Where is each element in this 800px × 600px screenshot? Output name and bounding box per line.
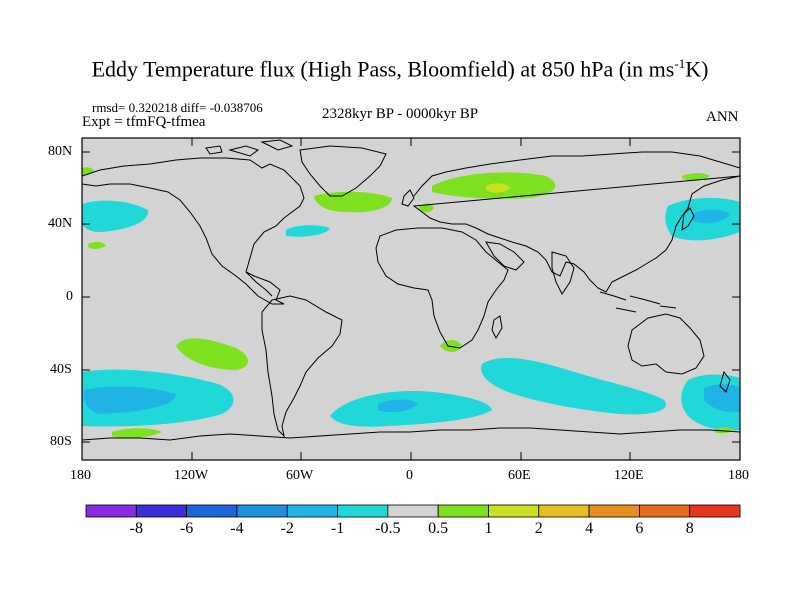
plot-title: Eddy Temperature flux (High Pass, Bloomf…: [0, 56, 800, 82]
experiment-label: Expt = tfmFQ-tfmea: [82, 114, 206, 130]
period-label: 2328kyr BP - 0000kyr BP: [322, 106, 479, 122]
season-label: ANN: [706, 109, 739, 125]
coastlines: [82, 139, 740, 441]
colorbar-label: 0.5: [428, 520, 449, 537]
canadian-arctic-islands: [205, 139, 294, 157]
north-atlantic-neg-region: [286, 225, 330, 237]
southeast-pacific-core-region: [704, 384, 740, 413]
kuroshio-core-region: [692, 209, 730, 224]
australia-coast: [627, 313, 705, 375]
japan-coast: [681, 207, 695, 232]
colorbar-box: [286, 504, 338, 518]
north-pacific-pos-region: [88, 241, 106, 249]
lon-label-180e: 180: [728, 468, 749, 483]
colorbar-box: [387, 504, 439, 518]
colorbar-box: [488, 504, 540, 518]
colorbar: [85, 504, 741, 518]
south-pacific-pos-region: [176, 338, 248, 370]
rmsd-diff-text: rmsd= 0.320218 diff= -0.038706: [92, 100, 263, 115]
plot-title-superscript: -1: [674, 56, 686, 71]
bering-pos-region: [682, 173, 710, 181]
colorbar-label: 6: [635, 520, 644, 537]
central-america-coast: [245, 271, 273, 297]
colorbar-box: [337, 504, 389, 518]
greenland-coast: [299, 145, 387, 197]
arabia-coast: [485, 241, 525, 271]
colorbar-box: [85, 504, 137, 518]
colorbar-label: -6: [179, 520, 194, 537]
indian-ocean-neg-region: [481, 357, 666, 415]
colorbar-box: [588, 504, 640, 518]
negative-anomaly-regions: [82, 197, 740, 431]
colorbar-box: [638, 504, 691, 518]
plot-title-main: Eddy Temperature flux (High Pass, Bloomf…: [91, 56, 675, 82]
colorbar-label: 1: [484, 520, 493, 537]
colorbar-box: [135, 504, 188, 518]
colorbar-box: [186, 504, 238, 518]
colorbar-box: [437, 504, 489, 518]
lon-label-180w: 180: [70, 468, 91, 483]
barents-core-region: [486, 183, 510, 193]
colorbar-label: 8: [685, 520, 694, 537]
lon-label-120e: 120E: [614, 468, 644, 483]
indonesia-coast: [599, 291, 677, 313]
lat-label-40n: 40N: [48, 216, 73, 231]
colorbar-label: -8: [129, 520, 143, 537]
lat-label-40s: 40S: [50, 362, 72, 377]
colorbar-label: -1: [330, 520, 345, 537]
new-zealand-coast: [719, 370, 731, 393]
lat-ticks: [82, 151, 740, 443]
antarctica-coast: [82, 427, 740, 441]
colorbar-label: -4: [230, 520, 244, 537]
colorbar-label: 2: [534, 520, 543, 537]
north-pacific-neg-region: [82, 200, 149, 232]
africa-coast: [375, 227, 509, 349]
south-america-coast: [261, 295, 343, 438]
north-atlantic-pos-region: [314, 191, 392, 213]
eurasia-coast: [412, 151, 740, 293]
lat-label-eq: 0: [66, 289, 73, 304]
lon-label-0: 0: [406, 468, 413, 483]
colorbar-box: [689, 504, 741, 518]
uk-coast: [401, 189, 415, 207]
south-atlantic-neg-region: [330, 391, 492, 427]
lat-label-80n: 80N: [48, 144, 73, 159]
colorbar-box: [236, 504, 288, 518]
antarctic-pos-region: [112, 428, 162, 439]
colorbar-box: [538, 504, 590, 518]
india-coast: [551, 251, 575, 295]
colorbar-label: -2: [280, 520, 294, 537]
colorbar-label: -0.5: [375, 520, 401, 537]
colorbar-label: 4: [585, 520, 594, 537]
lon-label-60e: 60E: [508, 468, 531, 483]
plot-title-tail: K): [685, 56, 709, 82]
lon-ticks: [81, 138, 741, 460]
map-area: [82, 138, 740, 460]
lat-label-80s: 80S: [50, 434, 72, 449]
south-atlantic-core-region: [378, 399, 418, 412]
lon-label-60w: 60W: [286, 468, 314, 483]
south-pacific-west-core-region: [84, 386, 176, 414]
lon-label-120w: 120W: [174, 468, 209, 483]
madagascar-coast: [491, 315, 503, 340]
